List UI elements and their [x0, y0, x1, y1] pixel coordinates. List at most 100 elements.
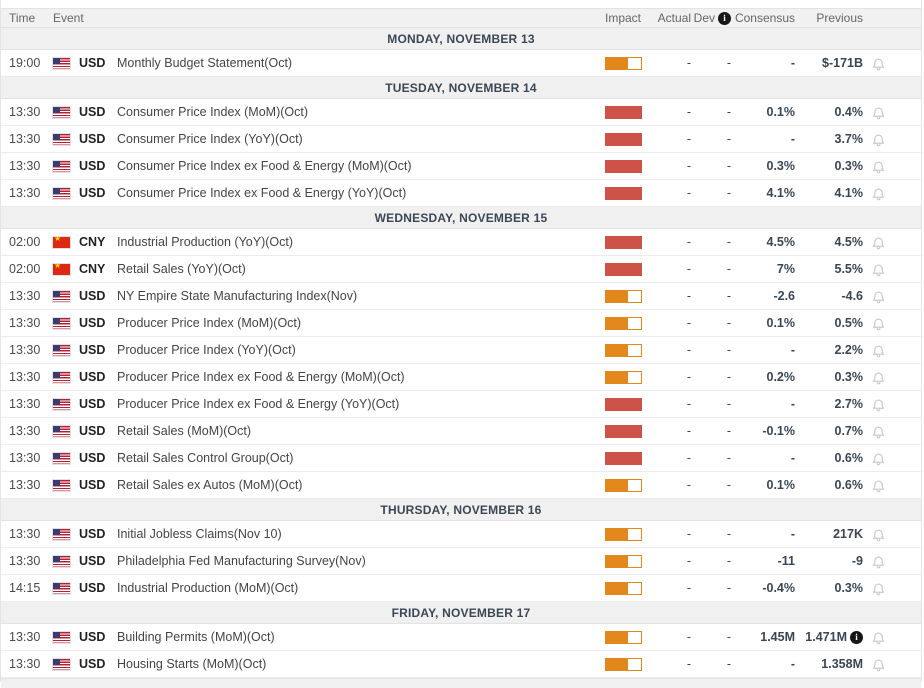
bell-icon[interactable]: [871, 289, 886, 304]
event-row[interactable]: 13:30 USD Initial Jobless Claims(Nov 10)…: [1, 521, 921, 548]
event-actual: -: [686, 554, 691, 568]
bell-icon[interactable]: [871, 527, 886, 542]
event-previous: 0.4%: [834, 105, 864, 119]
impact-indicator-fill: [606, 236, 641, 248]
event-previous-cell: 0.3% i: [795, 581, 864, 595]
event-row[interactable]: 02:00 CNY Industrial Production (YoY)(Oc…: [1, 229, 921, 256]
event-row[interactable]: 13:30 USD Retail Sales (MoM)(Oct) - - -0…: [1, 418, 921, 445]
bell-icon[interactable]: [871, 424, 886, 439]
event-row[interactable]: 13:30 USD NY Empire State Manufacturing …: [1, 283, 921, 310]
event-time: 02:00: [9, 235, 41, 249]
event-currency: CNY: [79, 262, 106, 276]
event-alert-cell: [863, 56, 921, 71]
event-alert-cell: [863, 630, 921, 645]
event-dev: -: [726, 370, 731, 384]
bell-icon[interactable]: [871, 262, 886, 277]
bell-icon[interactable]: [871, 316, 886, 331]
event-currency: USD: [79, 554, 106, 568]
event-alert-cell: [863, 397, 921, 412]
event-time: 13:30: [9, 397, 41, 411]
bell-icon[interactable]: [871, 186, 886, 201]
dev-info-icon[interactable]: i: [718, 11, 731, 25]
previous-info-icon[interactable]: i: [850, 630, 863, 644]
event-title: Consumer Price Index ex Food & Energy (Y…: [117, 186, 407, 200]
bell-icon[interactable]: [871, 630, 886, 645]
event-row[interactable]: 13:30 USD Housing Starts (MoM)(Oct) - - …: [1, 651, 921, 678]
us-flag-icon: [53, 57, 70, 69]
impact-indicator-fill: [606, 555, 628, 567]
bell-icon[interactable]: [871, 581, 886, 596]
bell-icon[interactable]: [871, 105, 886, 120]
event-row[interactable]: 13:30 USD Producer Price Index ex Food &…: [1, 364, 921, 391]
event-dev: -: [726, 105, 731, 119]
event-alert-cell: [863, 316, 921, 331]
bell-icon[interactable]: [871, 397, 886, 412]
bell-icon[interactable]: [871, 657, 886, 672]
event-currency: USD: [79, 397, 106, 411]
bell-icon[interactable]: [871, 370, 886, 385]
event-row[interactable]: 13:30 USD Philadelphia Fed Manufacturing…: [1, 548, 921, 575]
event-currency: USD: [79, 581, 106, 595]
event-row[interactable]: 13:30 USD Producer Price Index ex Food &…: [1, 391, 921, 418]
event-alert-cell: [863, 527, 921, 542]
event-consensus: -: [790, 657, 795, 671]
bell-icon[interactable]: [871, 554, 886, 569]
impact-indicator-fill: [606, 658, 628, 670]
event-row[interactable]: 13:30 USD Producer Price Index (YoY)(Oct…: [1, 337, 921, 364]
event-title: Industrial Production (YoY)(Oct): [117, 235, 294, 249]
event-previous: 0.7%: [834, 424, 864, 438]
event-alert-cell: [863, 262, 921, 277]
impact-indicator: [605, 132, 642, 146]
us-flag-icon: [53, 425, 70, 437]
impact-indicator: [605, 554, 642, 568]
event-time: 13:30: [9, 554, 41, 568]
event-row[interactable]: 02:00 CNY Retail Sales (YoY)(Oct) - - 7%…: [1, 256, 921, 283]
impact-indicator: [605, 451, 642, 465]
event-time: 13:30: [9, 186, 41, 200]
event-previous-cell: $-171B i: [795, 56, 863, 70]
event-previous-cell: -9 i: [795, 554, 863, 568]
event-row[interactable]: 19:00 USD Monthly Budget Statement(Oct) …: [1, 50, 921, 77]
column-header-event: Event: [53, 11, 84, 25]
impact-indicator: [605, 56, 642, 70]
event-title: Consumer Price Index ex Food & Energy (M…: [117, 159, 412, 173]
impact-indicator-fill: [606, 528, 628, 540]
event-currency: CNY: [79, 235, 106, 249]
event-row[interactable]: 13:30 USD Consumer Price Index (YoY)(Oct…: [1, 126, 921, 153]
bell-icon[interactable]: [871, 478, 886, 493]
bell-icon[interactable]: [871, 56, 886, 71]
event-dev: -: [726, 630, 731, 644]
event-row[interactable]: 14:15 USD Industrial Production (MoM)(Oc…: [1, 575, 921, 602]
bell-icon[interactable]: [871, 235, 886, 250]
calendar-body: MONDAY, NOVEMBER 13 19:00 USD Monthly Bu…: [1, 28, 921, 678]
event-previous: 1.471M: [805, 630, 847, 644]
bell-icon[interactable]: [871, 451, 886, 466]
us-flag-icon: [53, 160, 70, 172]
event-consensus: -0.4%: [762, 581, 795, 595]
event-title: Producer Price Index (MoM)(Oct): [117, 316, 302, 330]
us-flag-icon: [53, 631, 70, 643]
impact-indicator-fill: [606, 290, 628, 302]
event-consensus: 7%: [776, 262, 795, 276]
event-dev: -: [726, 343, 731, 357]
event-consensus: -0.1%: [762, 424, 795, 438]
event-row[interactable]: 13:30 USD Consumer Price Index ex Food &…: [1, 180, 921, 207]
bell-icon[interactable]: [871, 343, 886, 358]
event-alert-cell: [863, 132, 921, 147]
impact-indicator: [605, 105, 642, 119]
event-row[interactable]: 13:30 USD Producer Price Index (MoM)(Oct…: [1, 310, 921, 337]
us-flag-icon: [53, 317, 70, 329]
event-actual: -: [686, 56, 691, 70]
event-row[interactable]: 13:30 USD Consumer Price Index (MoM)(Oct…: [1, 99, 921, 126]
impact-indicator: [605, 370, 642, 384]
event-row[interactable]: 13:30 USD Retail Sales ex Autos (MoM)(Oc…: [1, 472, 921, 499]
event-consensus: -: [790, 56, 795, 70]
bell-icon[interactable]: [871, 159, 886, 174]
event-row[interactable]: 13:30 USD Retail Sales Control Group(Oct…: [1, 445, 921, 472]
event-row[interactable]: 13:30 USD Building Permits (MoM)(Oct) - …: [1, 624, 921, 651]
event-previous-cell: 0.7% i: [795, 424, 864, 438]
event-row[interactable]: 13:30 USD Consumer Price Index ex Food &…: [1, 153, 921, 180]
event-title: Consumer Price Index (YoY)(Oct): [117, 132, 303, 146]
event-previous: 217K: [833, 527, 863, 541]
bell-icon[interactable]: [871, 132, 886, 147]
